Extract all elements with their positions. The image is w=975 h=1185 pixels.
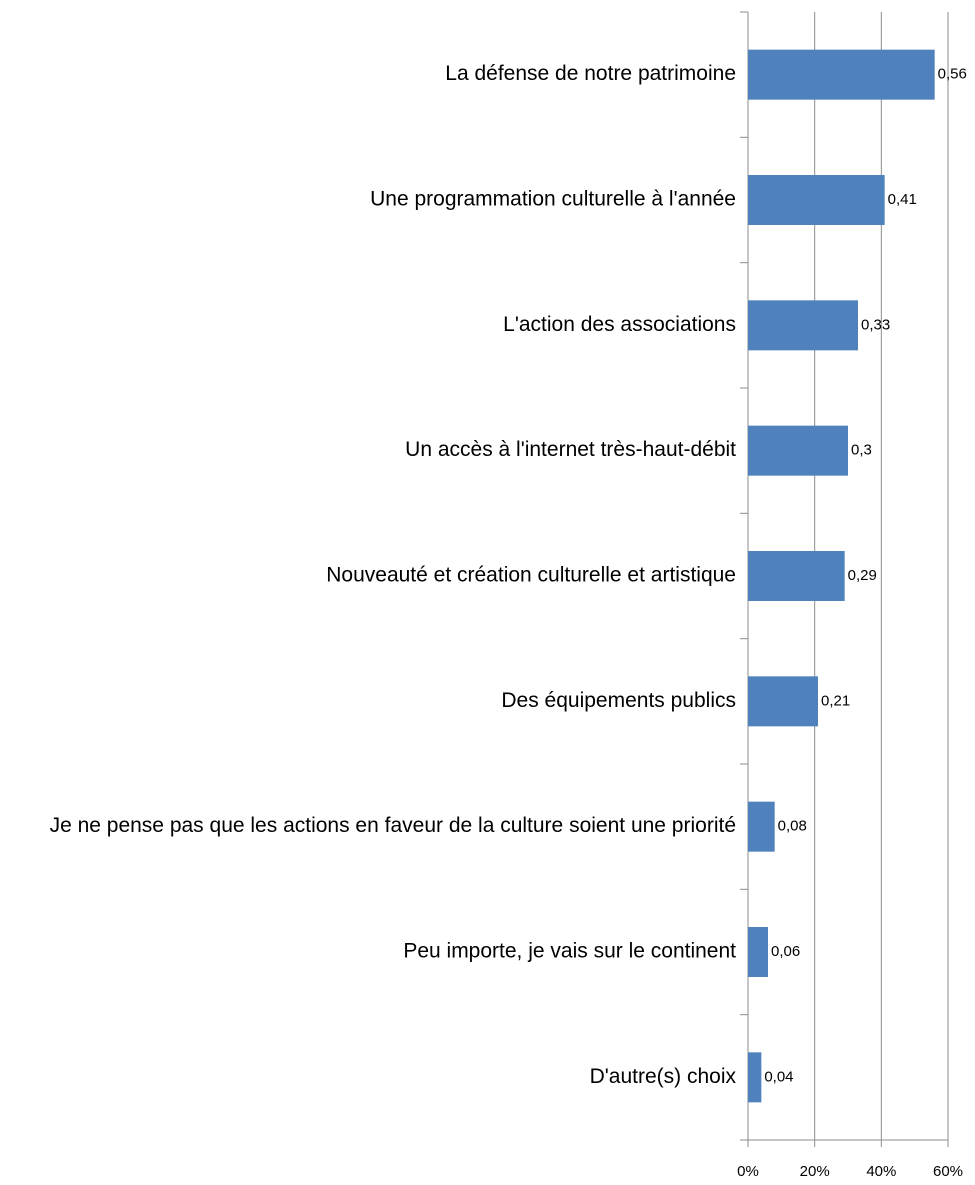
y-tick-label: D'autre(s) choix — [590, 1065, 737, 1088]
value-label: 0,21 — [821, 692, 850, 709]
y-tick-label: Une programmation culturelle à l'année — [370, 188, 736, 211]
bar — [748, 300, 858, 351]
y-tick-label: Je ne pense pas que les actions en faveu… — [50, 814, 736, 837]
y-tick-label: La défense de notre patrimoine — [445, 62, 736, 85]
value-label: 0,33 — [861, 316, 890, 333]
value-label: 0,04 — [764, 1068, 793, 1085]
bar — [748, 801, 775, 852]
bar — [748, 175, 885, 225]
bar — [748, 1052, 762, 1103]
x-tick-label: 20% — [800, 1163, 830, 1180]
value-label: 0,08 — [778, 818, 807, 835]
x-tick-label: 0% — [737, 1163, 759, 1180]
value-label: 0,41 — [888, 191, 917, 208]
y-tick-label: Des équipements publics — [501, 689, 736, 712]
bar — [748, 551, 845, 601]
value-label: 0,06 — [771, 943, 800, 960]
bar — [748, 676, 818, 727]
y-tick-label: Un accès à l'internet très-haut-débit — [405, 438, 736, 461]
y-tick-label: Nouveauté et création culturelle et arti… — [326, 564, 736, 587]
x-tick-label: 60% — [933, 1163, 963, 1180]
bar — [748, 425, 848, 476]
x-tick-label: 40% — [866, 1163, 896, 1180]
value-label: 0,56 — [938, 66, 967, 83]
y-tick-label: L'action des associations — [503, 313, 736, 336]
value-label: 0,29 — [848, 567, 877, 584]
value-label: 0,3 — [851, 442, 872, 459]
bar — [748, 927, 768, 977]
y-tick-label: Peu importe, je vais sur le continent — [403, 940, 736, 963]
bar — [748, 49, 935, 100]
